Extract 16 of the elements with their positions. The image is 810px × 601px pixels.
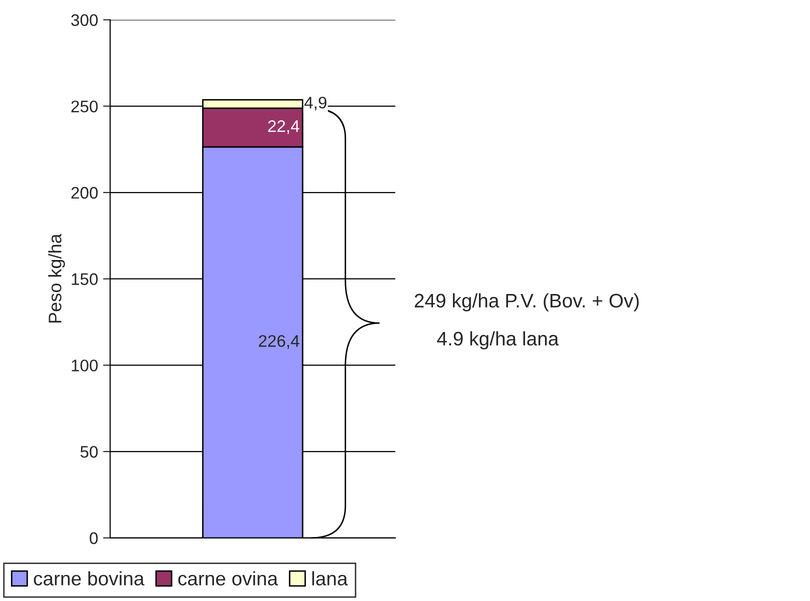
text: 4.9 kg/ha lana (437, 331, 559, 350)
y-tick-label: 200 (71, 186, 98, 199)
legend-label: carne bovina (34, 571, 144, 586)
y-tick-label: 150 (72, 273, 98, 286)
y-tick-label: 0 (90, 532, 98, 544)
data-label: 22,4 (268, 120, 300, 134)
y-tick-label: 100 (72, 360, 98, 372)
data-label: 4,9 (304, 96, 326, 110)
y-tick-label: 300 (71, 14, 98, 26)
text: 249 kg/ha P.V. (Bov. + Ov) (414, 293, 639, 312)
y-tick-label: 250 (71, 100, 98, 112)
y-axis-title: Peso kg/ha (48, 234, 65, 323)
y-tick-label: 50 (80, 446, 98, 458)
legend-label: lana (312, 571, 348, 586)
data-label: 226,4 (258, 335, 300, 349)
legend-label: carne ovina (178, 571, 278, 586)
